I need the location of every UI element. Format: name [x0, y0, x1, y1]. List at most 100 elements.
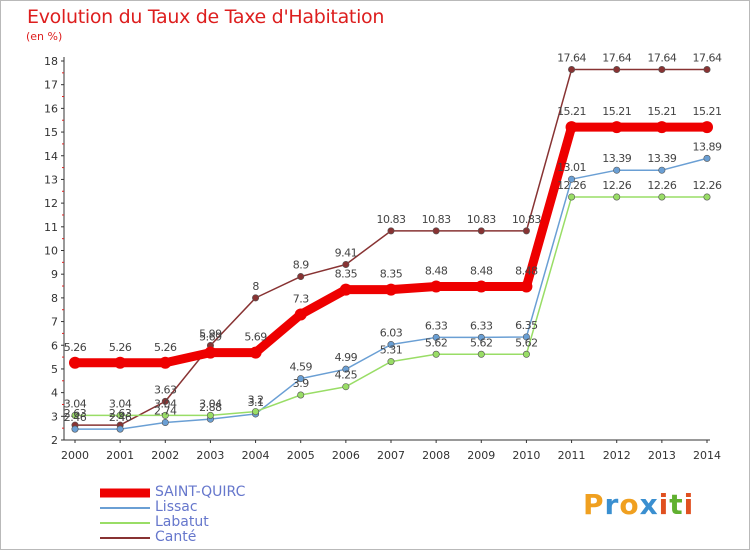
data-label: 15.21: [602, 105, 631, 118]
data-label: 2.88: [199, 401, 222, 414]
data-label: 6.03: [380, 327, 403, 340]
data-point: [161, 411, 169, 419]
data-label: 3.1: [248, 396, 264, 409]
y-tick-label: 3: [51, 410, 58, 423]
data-point: [432, 350, 440, 358]
data-point: [477, 333, 485, 341]
data-label: 8.35: [380, 268, 403, 281]
data-label: 9.41: [335, 246, 358, 259]
data-label: 5.69: [244, 331, 267, 344]
legend-label-saint-quirc: SAINT-QUIRC: [155, 484, 246, 500]
x-tick-label: 2012: [603, 449, 631, 462]
legend-swatch-cante: [100, 537, 150, 539]
data-point: [520, 280, 533, 293]
y-tick-label: 11: [44, 221, 58, 234]
data-point: [703, 193, 711, 201]
data-point: [114, 356, 127, 369]
x-tick-label: 2009: [467, 449, 495, 462]
data-label: 8: [252, 280, 259, 293]
data-label: 5.26: [109, 341, 132, 354]
x-tick-label: 2011: [558, 449, 586, 462]
legend-swatch-saint-quirc: [100, 488, 150, 498]
x-tick-label: 2005: [287, 449, 315, 462]
legend-label-lissac: Lissac: [155, 499, 198, 515]
y-tick-label: 10: [44, 245, 58, 258]
y-tick-label: 8: [51, 292, 58, 305]
data-label: 5.99: [199, 327, 222, 340]
data-point: [658, 193, 666, 201]
data-point: [71, 425, 79, 433]
data-point: [522, 350, 530, 358]
proxiti-logo: Proxiti: [583, 488, 694, 521]
data-point: [658, 66, 666, 74]
data-point: [475, 280, 488, 293]
data-point: [568, 66, 576, 74]
data-label: 5.62: [425, 336, 448, 349]
data-point: [116, 425, 124, 433]
data-point: [297, 273, 305, 281]
logo-letter: x: [639, 488, 659, 521]
y-tick-label: 9: [51, 268, 58, 281]
logo-letter: r: [604, 488, 620, 521]
data-point: [703, 66, 711, 74]
data-point: [339, 283, 352, 296]
x-tick-label: 2008: [422, 449, 450, 462]
data-point: [568, 193, 576, 201]
y-tick-label: 18: [44, 55, 58, 68]
data-label: 15.21: [647, 105, 676, 118]
x-tick-label: 2007: [377, 449, 405, 462]
data-label: 8.48: [515, 265, 538, 278]
data-label: 4.99: [335, 351, 358, 364]
data-label: 5.26: [154, 341, 177, 354]
data-point: [294, 308, 307, 321]
data-point: [297, 375, 305, 383]
data-label: 17.64: [602, 52, 631, 65]
data-label: 15.21: [557, 105, 586, 118]
legend-label-cante: Canté: [155, 529, 197, 545]
data-label: 5.62: [515, 336, 538, 349]
legend-swatch-labatut: [100, 522, 150, 524]
data-label: 3.63: [154, 383, 177, 396]
x-tick-label: 2010: [512, 449, 540, 462]
data-label: 10.83: [422, 213, 451, 226]
data-point: [522, 227, 530, 235]
logo-letter: P: [583, 488, 605, 521]
data-point: [477, 350, 485, 358]
data-point: [249, 346, 262, 359]
y-tick-label: 7: [51, 316, 58, 329]
data-label: 2.63: [109, 407, 132, 420]
data-label: 8.48: [425, 265, 448, 278]
data-label: 2.46: [109, 411, 132, 424]
data-label: 5.26: [64, 341, 87, 354]
data-label: 10.83: [467, 213, 496, 226]
data-point: [610, 121, 623, 134]
data-point: [658, 166, 666, 174]
data-label: 8.9: [293, 259, 309, 272]
data-label: 2.74: [154, 404, 177, 417]
y-tick-label: 12: [44, 197, 58, 210]
data-label: 6.35: [515, 319, 538, 332]
data-label: 6.33: [425, 319, 448, 332]
y-tick-label: 17: [44, 79, 58, 92]
y-tick-label: 14: [44, 150, 58, 163]
data-label: 15.21: [693, 105, 722, 118]
data-point: [477, 227, 485, 235]
data-label: 12.26: [647, 179, 676, 192]
data-point: [342, 260, 350, 268]
data-label: 3.2: [248, 394, 264, 407]
data-point: [385, 283, 397, 296]
data-label: 3.04: [154, 397, 177, 410]
data-point: [565, 121, 578, 134]
data-point: [252, 294, 260, 302]
data-label: 5.69: [199, 331, 222, 344]
logo-letter: t: [669, 488, 684, 521]
data-label: 4.25: [335, 369, 358, 382]
x-tick-label: 2003: [196, 449, 224, 462]
data-point: [613, 166, 621, 174]
data-point: [69, 356, 81, 369]
data-label: 17.64: [693, 52, 722, 65]
logo-letter: i: [658, 488, 670, 521]
data-label: 10.83: [377, 213, 406, 226]
